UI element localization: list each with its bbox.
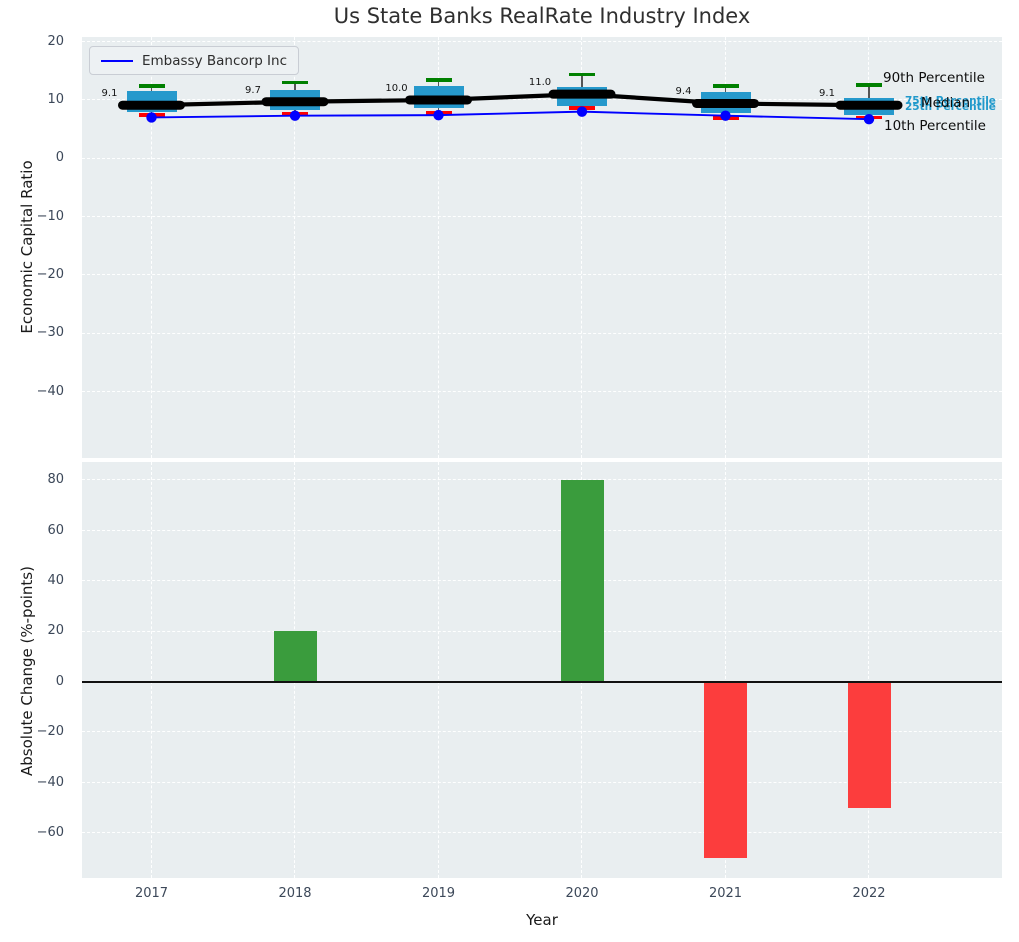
y-tick-label: −30 [36, 325, 64, 341]
zero-axis-line [82, 680, 1002, 683]
grid-line [82, 479, 1002, 481]
whisker-cap-90th [712, 84, 739, 88]
grid-line [82, 332, 1002, 334]
y-tick-label: −60 [36, 824, 64, 840]
iqr-box [126, 91, 177, 112]
whisker-cap-10th [712, 116, 739, 120]
y-tick-label: −20 [36, 266, 64, 282]
whisker-cap-10th [282, 111, 308, 116]
grid-line [82, 390, 1002, 392]
grid-line [868, 462, 870, 878]
whisker-cap-10th [569, 106, 595, 110]
annotation-10th-percentile: 10th Percentile [884, 118, 986, 134]
bar-positive [560, 480, 604, 682]
annotation-90th-percentile: 90th Percentile [883, 70, 985, 86]
grid-line [437, 37, 439, 458]
x-tick-label: 2018 [278, 886, 312, 901]
annotation-median: Median [921, 95, 971, 111]
grid-line [581, 37, 583, 458]
grid-line [82, 40, 1002, 42]
grid-line [82, 215, 1002, 217]
top-y-axis-label: Economic Capital Ratio [18, 160, 36, 334]
grid-line [82, 529, 1002, 531]
grid-line [724, 37, 726, 458]
grid-line [82, 832, 1002, 834]
bar-chart-axes [82, 462, 1002, 878]
whisker-cap-90th [856, 83, 882, 87]
whisker-cap-10th [425, 111, 452, 115]
bar-negative [704, 681, 747, 859]
y-tick-label: 40 [47, 572, 64, 588]
y-tick-label: −40 [36, 383, 64, 399]
x-axis-label: Year [526, 911, 558, 929]
whisker-cap-10th [138, 113, 165, 117]
y-tick-label: 20 [47, 623, 64, 639]
y-tick-label: −20 [36, 724, 64, 740]
annotation-25th-percentile: 25th Percentile [905, 101, 996, 113]
whisker-cap-90th [138, 84, 165, 88]
grid-line [82, 630, 1002, 632]
bottom-y-axis-label: Absolute Change (%-points) [18, 566, 36, 776]
chart-title: Us State Banks RealRate Industry Index [333, 4, 751, 28]
iqr-box [270, 90, 320, 110]
y-tick-label: 80 [47, 472, 64, 488]
grid-line [150, 37, 152, 458]
grid-line [82, 781, 1002, 783]
grid-line [724, 462, 726, 878]
median-value-label: 11.0 [528, 77, 552, 89]
legend-line-swatch [101, 59, 133, 62]
grid-line [868, 37, 870, 458]
y-tick-label: 0 [55, 673, 64, 689]
x-tick-label: 2021 [708, 886, 743, 901]
y-tick-label: 60 [47, 522, 64, 538]
grid-line [82, 274, 1002, 276]
iqr-box [844, 97, 894, 116]
whisker-cap-90th [425, 78, 452, 82]
grid-line [294, 37, 296, 458]
median-value-label: 9.1 [819, 88, 835, 100]
y-tick-label: −10 [36, 208, 64, 224]
whisker-cap-90th [282, 80, 308, 85]
grid-line [437, 462, 439, 878]
x-tick-label: 2022 [852, 886, 886, 901]
box-plot-axes: 9.1 9.7 10.0 11.0 9.4 9.1 [82, 37, 1002, 458]
y-tick-label: 20 [47, 33, 64, 49]
x-tick-label: 2019 [421, 886, 456, 901]
median-value-label: 10.0 [385, 82, 408, 94]
grid-line [150, 462, 152, 878]
legend: Embassy Bancorp Inc [89, 46, 300, 75]
whisker-cap-10th [856, 115, 882, 120]
whisker-cap-90th [569, 72, 595, 77]
y-tick-label: −40 [36, 774, 64, 790]
y-tick-label: 0 [55, 150, 64, 166]
grid-line [82, 580, 1002, 582]
median-value-label: 9.4 [675, 86, 692, 98]
legend-label: Embassy Bancorp Inc [142, 52, 288, 69]
bar-positive [273, 631, 317, 682]
y-tick-label: 10 [47, 91, 64, 107]
bar-negative [847, 681, 891, 808]
annotation-75th-percentile: 75th Percentile [905, 95, 996, 107]
iqr-box [413, 85, 464, 109]
x-tick-label: 2017 [134, 886, 169, 901]
iqr-box [700, 92, 751, 114]
x-tick-label: 2020 [565, 886, 599, 901]
iqr-box [557, 86, 607, 107]
median-value-label: 9.1 [101, 88, 118, 100]
grid-line [82, 731, 1002, 733]
median-value-label: 9.7 [245, 84, 261, 96]
grid-line [82, 157, 1002, 159]
